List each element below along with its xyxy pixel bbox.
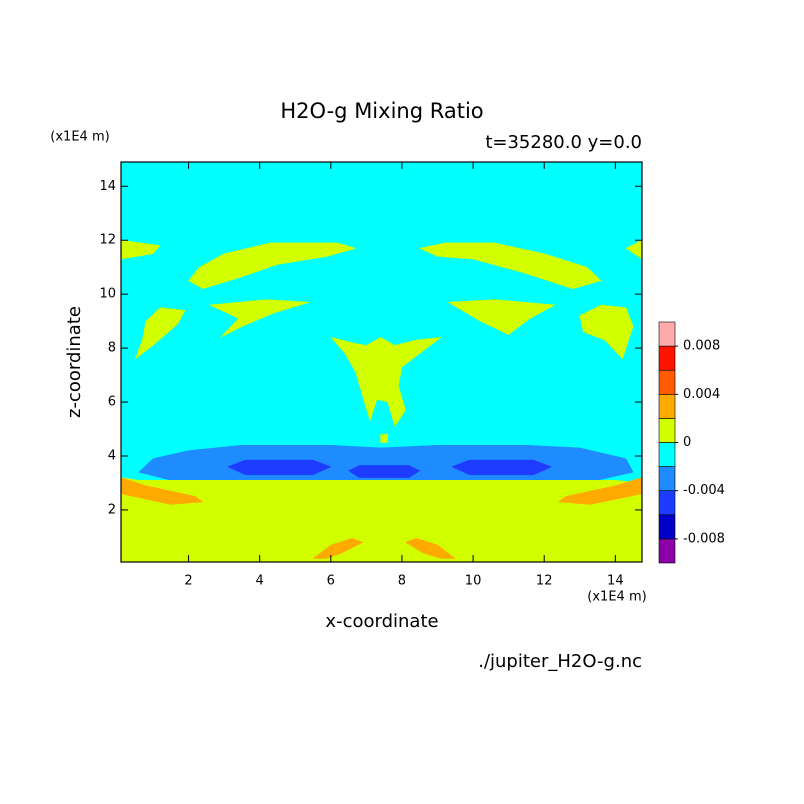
y-tick-label: 2 <box>108 502 116 517</box>
colorbar-swatch <box>658 490 676 516</box>
colorbar-swatch <box>658 418 676 443</box>
y-tick-label: 6 <box>108 395 116 410</box>
contour-region <box>188 242 357 290</box>
x-tick-label: 10 <box>465 574 482 589</box>
colorbar-label: -0.008 <box>683 531 725 546</box>
x-unit: (x1E4 m) <box>587 590 646 605</box>
y-tick-label: 10 <box>99 287 116 302</box>
colorbar-swatch <box>658 514 676 540</box>
plot-frame <box>120 161 643 563</box>
contour-region <box>447 299 556 335</box>
chart-title: H2O-g Mixing Ratio <box>280 99 483 123</box>
x-tick-label: 2 <box>184 574 192 589</box>
source-label: ./jupiter_H2O-g.nc <box>478 651 642 672</box>
x-tick-label: 14 <box>607 574 624 589</box>
colorbar-swatch <box>658 442 676 467</box>
y-tick-label: 4 <box>108 448 116 463</box>
colorbar-swatch <box>658 393 676 419</box>
contour-region <box>208 299 310 338</box>
contour-region <box>134 307 186 360</box>
colorbar-label: -0.004 <box>683 483 725 498</box>
colorbar-swatch <box>658 321 676 347</box>
contour-field <box>121 162 642 562</box>
y-tick-label: 14 <box>99 179 116 194</box>
y-axis-label: z-coordinate <box>64 306 85 418</box>
contour-region <box>579 304 634 360</box>
contour-region <box>227 459 332 476</box>
contour-region <box>418 242 602 290</box>
y-tick-label: 8 <box>108 341 116 356</box>
contour-region <box>121 239 161 260</box>
x-tick-label: 4 <box>256 574 264 589</box>
y-unit: (x1E4 m) <box>50 130 109 145</box>
contour-region <box>330 336 442 427</box>
contour-region <box>380 434 388 443</box>
x-axis-label: x-coordinate <box>325 611 438 632</box>
contour-region <box>557 477 642 505</box>
colorbar-swatch <box>658 345 676 371</box>
contour-region <box>121 477 204 505</box>
colorbar-label: 0 <box>683 435 691 450</box>
colorbar-swatch <box>658 538 676 564</box>
x-tick-label: 6 <box>327 574 335 589</box>
colorbar-swatch <box>658 369 676 395</box>
colorbar-label: 0.008 <box>683 339 720 354</box>
colorbar-swatch <box>658 466 676 492</box>
contour-region <box>348 465 421 478</box>
contour-region <box>625 239 642 260</box>
contour-region <box>451 459 552 476</box>
contour-region <box>312 537 364 559</box>
contour-region <box>404 537 457 559</box>
contour-region <box>121 477 642 562</box>
subtitle: t=35280.0 y=0.0 <box>485 132 642 153</box>
x-tick-label: 12 <box>536 574 553 589</box>
y-tick-label: 12 <box>99 233 116 248</box>
x-tick-label: 8 <box>398 574 406 589</box>
colorbar-label: 0.004 <box>683 387 720 402</box>
